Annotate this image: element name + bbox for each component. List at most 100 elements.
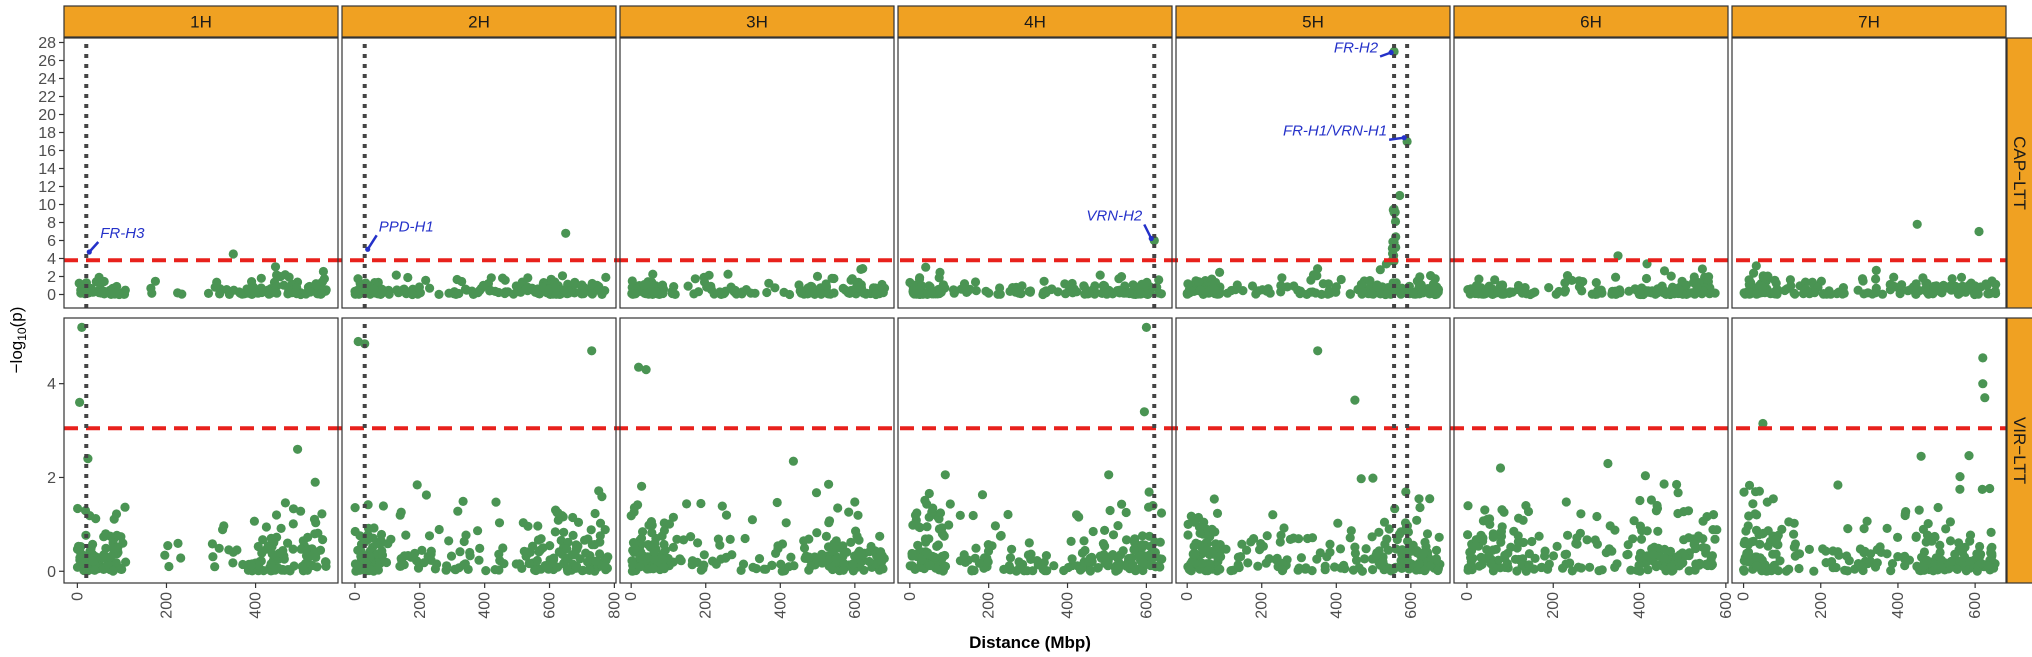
snp-point [1895, 289, 1905, 299]
snp-point [983, 557, 993, 567]
snp-point [413, 563, 424, 573]
snp-point [442, 561, 452, 571]
panel-border [1731, 37, 2007, 309]
snp-point [1757, 281, 1767, 291]
snp-point [711, 559, 721, 569]
snp-point [927, 289, 937, 299]
snp-point [93, 276, 103, 286]
snp-point [817, 549, 827, 559]
snp-point [1652, 560, 1662, 570]
snp-point [1964, 451, 1974, 461]
snp-point [944, 520, 954, 530]
snp-point [1872, 558, 1882, 568]
snp-point [1203, 566, 1213, 576]
snp-point [1576, 509, 1586, 519]
snp-point [531, 565, 541, 576]
snp-point [600, 525, 610, 535]
snp-point [1935, 540, 1945, 550]
snp-point [699, 550, 709, 560]
snp-point [1635, 566, 1645, 576]
snp-point [307, 560, 317, 571]
snp-point [1117, 499, 1127, 509]
snp-point [1251, 289, 1261, 299]
snp-point [799, 543, 810, 553]
snp-point [1124, 553, 1134, 564]
snp-point [1503, 548, 1513, 558]
snp-point [804, 552, 814, 562]
snp-point [1739, 487, 1749, 497]
snp-point [355, 531, 365, 541]
x-tick-label: 600 [847, 592, 864, 619]
snp-point [659, 539, 669, 550]
snp-point [1749, 268, 1759, 278]
snp-point [686, 532, 696, 542]
snp-point [1567, 566, 1577, 576]
snp-point [1420, 566, 1430, 576]
snp-point [1842, 566, 1853, 576]
snp-point [959, 550, 969, 560]
snp-point [1463, 501, 1473, 511]
snp-point [305, 287, 315, 297]
snp-point [1497, 280, 1508, 290]
panel-border [619, 37, 895, 309]
snp-point [1502, 558, 1512, 569]
snp-point [1480, 505, 1490, 515]
snp-point [283, 538, 293, 548]
snp-point [772, 497, 782, 508]
column-strip-label: 7H [1858, 13, 1880, 32]
snp-point [754, 554, 765, 564]
x-tick-label: 200 [412, 592, 429, 619]
panel-background [1454, 318, 1728, 583]
snp-point [164, 561, 174, 572]
snp-point [228, 558, 238, 568]
snp-point [553, 515, 563, 525]
snp-point [1743, 539, 1754, 550]
snp-point [1777, 524, 1787, 535]
snp-point [878, 564, 888, 574]
snp-point [376, 529, 387, 540]
snp-point [917, 555, 927, 565]
snp-point [1138, 558, 1148, 568]
column-strip-label: 4H [1024, 13, 1046, 32]
snp-point [494, 565, 504, 575]
column-strip [341, 5, 617, 38]
snp-point [1640, 471, 1650, 481]
snp-point [748, 562, 758, 573]
snp-point [116, 532, 126, 542]
snp-point [1560, 278, 1570, 288]
snp-point [1285, 534, 1295, 545]
snp-point [866, 541, 876, 552]
snp-point [473, 526, 483, 536]
snp-point [511, 281, 521, 291]
snp-point [369, 284, 379, 294]
snp-point [1212, 508, 1223, 518]
snp-point [806, 561, 816, 571]
snp-point [1642, 526, 1652, 536]
snp-point [381, 557, 392, 568]
snp-point [1523, 506, 1534, 517]
snp-point [799, 536, 809, 546]
snp-point [1946, 556, 1956, 567]
snp-point [1947, 274, 1957, 284]
snp-point [1236, 552, 1246, 562]
snp-point [960, 557, 971, 568]
snp-point [269, 286, 279, 296]
snp-point [1950, 549, 1960, 559]
snp-point [664, 519, 675, 529]
snp-point [1513, 531, 1523, 541]
snp-point [1900, 510, 1910, 521]
snp-point [1607, 546, 1617, 556]
snp-point [1154, 275, 1164, 285]
snp-point [1230, 285, 1241, 295]
snp-point [1673, 488, 1683, 498]
snp-point [1379, 517, 1390, 527]
snp-point [1842, 551, 1852, 561]
x-tick-label: 200 [698, 592, 715, 619]
reference-lines [64, 44, 2006, 583]
snp-point [543, 564, 554, 574]
snp-point [831, 554, 841, 564]
snp-point [1113, 521, 1123, 531]
snp-point [1185, 565, 1195, 575]
snp-point [549, 553, 559, 563]
snp-point [1763, 541, 1773, 551]
